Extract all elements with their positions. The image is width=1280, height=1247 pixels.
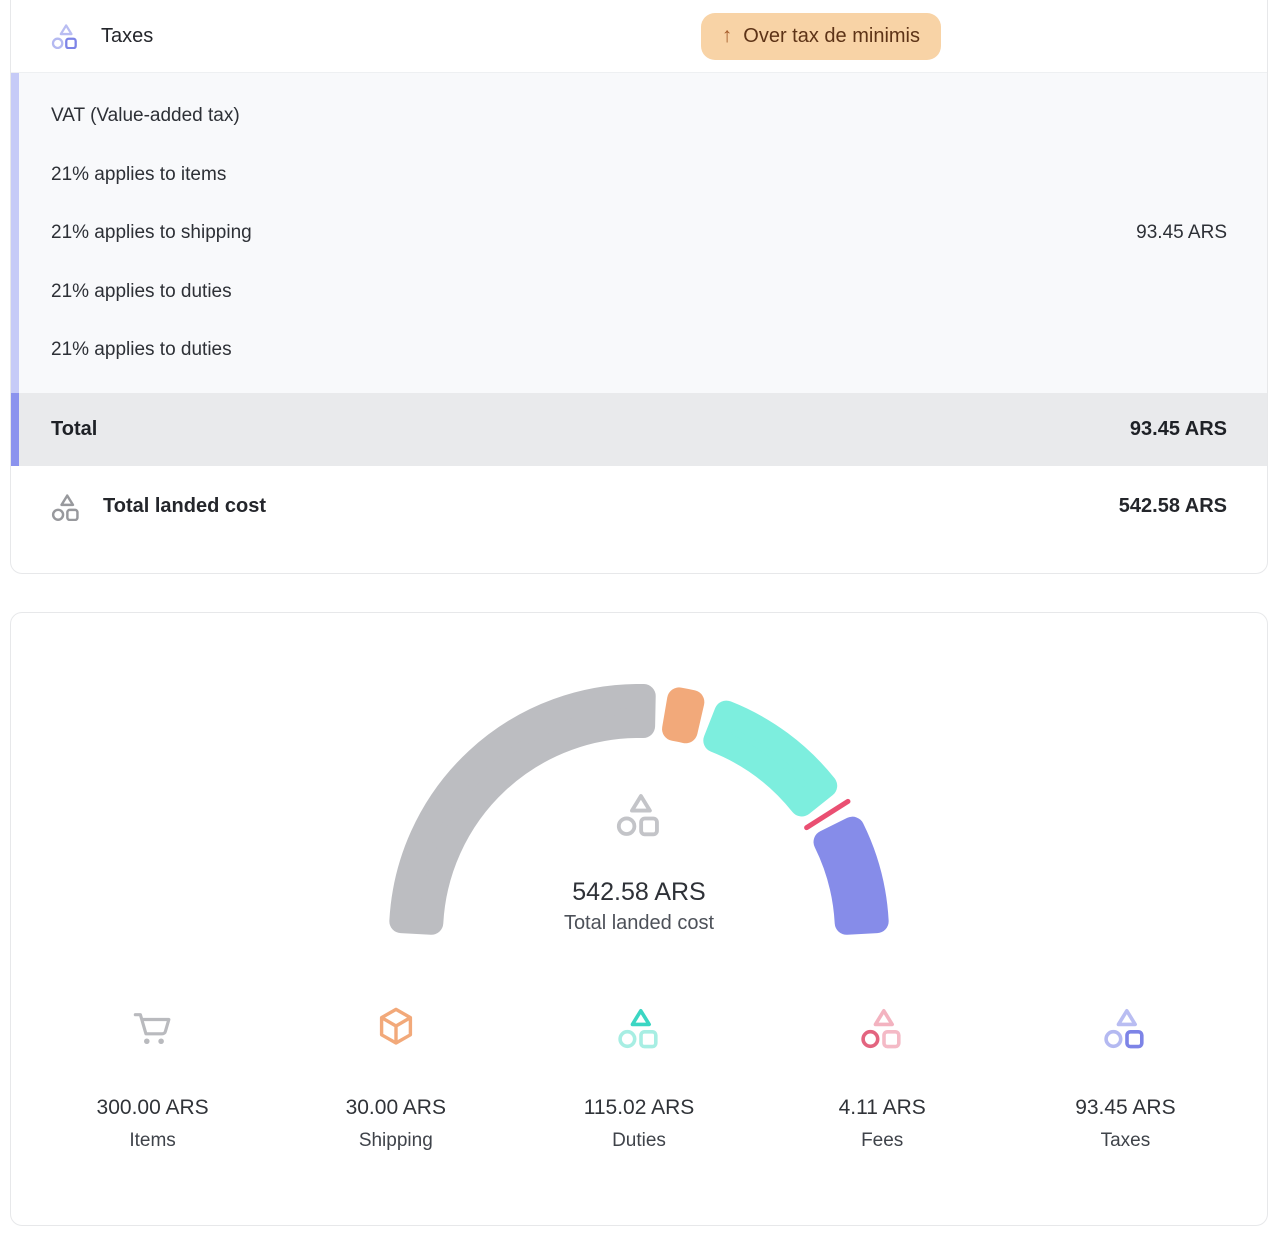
cart-icon bbox=[132, 1004, 174, 1052]
gauge-segment-fees[interactable] bbox=[804, 798, 851, 831]
legend-amount: 115.02 ARS bbox=[583, 1096, 695, 1120]
legend-label: Items bbox=[129, 1130, 176, 1152]
taxes-header: Taxes ↑ Over tax de minimis bbox=[11, 0, 1267, 73]
legend-amount: 4.11 ARS bbox=[838, 1096, 926, 1120]
legend-label: Fees bbox=[861, 1130, 904, 1152]
section-title: Taxes bbox=[101, 24, 154, 47]
vat-row: 21% applies to items bbox=[51, 163, 227, 185]
taxes-card: Taxes ↑ Over tax de minimis VAT (Value-a… bbox=[10, 0, 1268, 575]
arrow-up-icon: ↑ bbox=[721, 24, 733, 47]
vat-row: VAT (Value-added tax) bbox=[51, 105, 240, 127]
legend-item-fees[interactable]: 4.11 ARS Fees bbox=[761, 1004, 1004, 1152]
vat-rows: VAT (Value-added tax) 21% applies to item… bbox=[51, 87, 1136, 380]
landed-cost-label: Total landed cost bbox=[103, 495, 266, 518]
gauge-segment-items[interactable] bbox=[389, 684, 656, 935]
shapes-icon-taxes bbox=[1103, 1004, 1147, 1052]
legend-label: Shipping bbox=[358, 1130, 433, 1152]
shapes-icon-taxes bbox=[51, 23, 79, 50]
vat-row: 21% applies to duties bbox=[51, 339, 232, 361]
total-amount: 93.45 ARS bbox=[1129, 417, 1227, 440]
landed-cost-chart-card: 542.58 ARS Total landed cost 300.00 ARS I… bbox=[10, 612, 1268, 1227]
total-landed-cost-row: Total landed cost 542.58 ARS bbox=[11, 466, 1267, 574]
legend-amount: 93.45 ARS bbox=[1075, 1096, 1176, 1120]
cube-icon bbox=[376, 1004, 416, 1052]
legend-item-taxes[interactable]: 93.45 ARS Taxes bbox=[1004, 1004, 1247, 1152]
total-label: Total bbox=[51, 417, 98, 440]
shapes-icon-center bbox=[616, 792, 663, 837]
legend-label: Taxes bbox=[1100, 1130, 1151, 1152]
shapes-icon-fees bbox=[860, 1004, 904, 1052]
legend-label: Duties bbox=[612, 1130, 666, 1152]
taxes-total-row: Total 93.45 ARS bbox=[11, 392, 1267, 466]
vat-row: 21% applies to duties bbox=[51, 280, 232, 302]
vat-breakdown-section: VAT (Value-added tax) 21% applies to item… bbox=[11, 73, 1267, 393]
gauge-arc bbox=[389, 684, 889, 935]
gauge-segment-shipping[interactable] bbox=[662, 687, 705, 744]
gauge-center-value: 542.58 ARS bbox=[572, 878, 706, 907]
vat-row: 21% applies to shipping bbox=[51, 222, 252, 244]
legend-amount: 30.00 ARS bbox=[345, 1096, 446, 1120]
shapes-icon-duties bbox=[617, 1004, 661, 1052]
gauge-chart: 542.58 ARS Total landed cost bbox=[379, 682, 899, 942]
vat-amount: 93.45 ARS bbox=[1136, 222, 1227, 244]
cost-legend: 300.00 ARS Items 30.00 ARS Shipping 115.02… bbox=[11, 1004, 1267, 1152]
legend-item-duties[interactable]: 115.02 ARS Duties bbox=[517, 1004, 760, 1152]
over-de-minimis-badge: ↑ Over tax de minimis bbox=[700, 12, 941, 60]
badge-label: Over tax de minimis bbox=[743, 24, 920, 47]
gauge-center-label: Total landed cost bbox=[563, 912, 715, 935]
landed-cost-amount: 542.58 ARS bbox=[1118, 495, 1227, 518]
legend-item-items[interactable]: 300.00 ARS Items bbox=[31, 1004, 274, 1152]
gauge-segment-duties[interactable] bbox=[703, 700, 838, 817]
gauge-segment-taxes[interactable] bbox=[813, 816, 889, 935]
legend-item-shipping[interactable]: 30.00 ARS Shipping bbox=[274, 1004, 517, 1152]
shapes-icon-landed-cost bbox=[51, 493, 81, 522]
legend-amount: 300.00 ARS bbox=[96, 1096, 209, 1120]
